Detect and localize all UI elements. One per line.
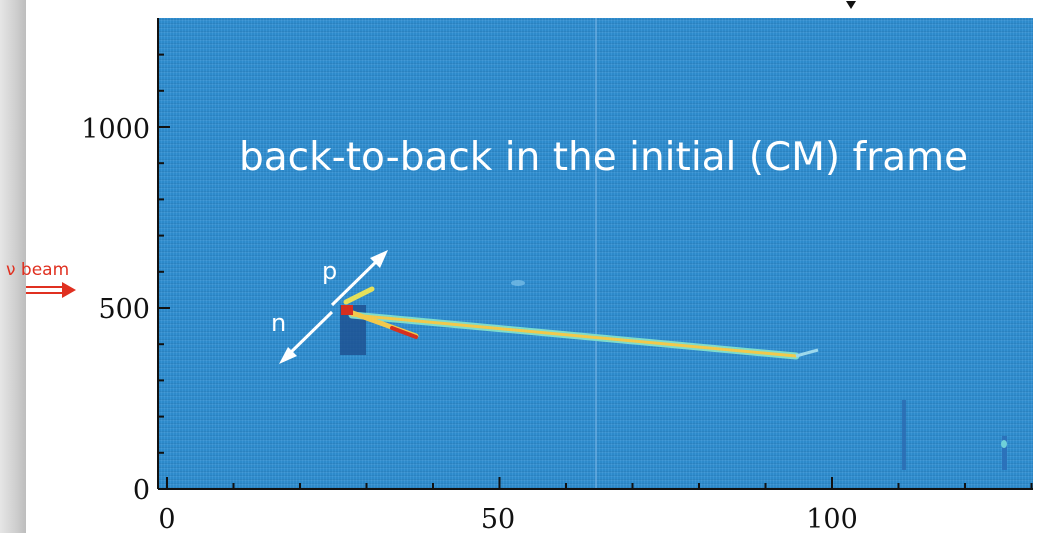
annotation-text: back-to-back in the initial (CM) frame bbox=[239, 135, 968, 180]
top-edge-strip bbox=[26, 0, 1041, 18]
y-tick-label: 500 bbox=[98, 294, 150, 325]
x-tick-label: 100 bbox=[806, 504, 858, 533]
hot-segment bbox=[390, 326, 418, 339]
noise-blob bbox=[511, 280, 525, 286]
n-arrow-icon bbox=[284, 310, 334, 359]
left-edge-strip bbox=[0, 0, 26, 533]
y-tick-label: 1000 bbox=[81, 114, 150, 145]
beam-arrowhead-icon bbox=[62, 282, 76, 298]
n-label: n bbox=[271, 309, 286, 337]
long-track bbox=[350, 313, 798, 358]
vertex-hotspot bbox=[341, 305, 353, 315]
noise-blob bbox=[1001, 440, 1007, 448]
track-tail bbox=[795, 348, 819, 358]
x-axis-ticks bbox=[166, 477, 1033, 489]
noise-streak bbox=[1002, 436, 1007, 470]
top-marker-triangle bbox=[846, 1, 856, 9]
noise-streak bbox=[902, 400, 906, 470]
short-track-upper bbox=[343, 286, 375, 305]
x-tick-label: 50 bbox=[481, 504, 515, 533]
beam-arrow-icon bbox=[26, 282, 76, 298]
beam-label: ν beam bbox=[6, 260, 69, 280]
p-label: p bbox=[322, 257, 337, 285]
back-to-back-arrows bbox=[279, 250, 388, 364]
n-arrowhead-icon bbox=[279, 347, 297, 364]
p-arrowhead-icon bbox=[370, 250, 388, 268]
x-tick-label: 0 bbox=[158, 504, 175, 533]
y-tick-label: 0 bbox=[133, 475, 150, 506]
y-axis-ticks bbox=[158, 53, 170, 490]
p-arrow-icon bbox=[330, 255, 383, 307]
